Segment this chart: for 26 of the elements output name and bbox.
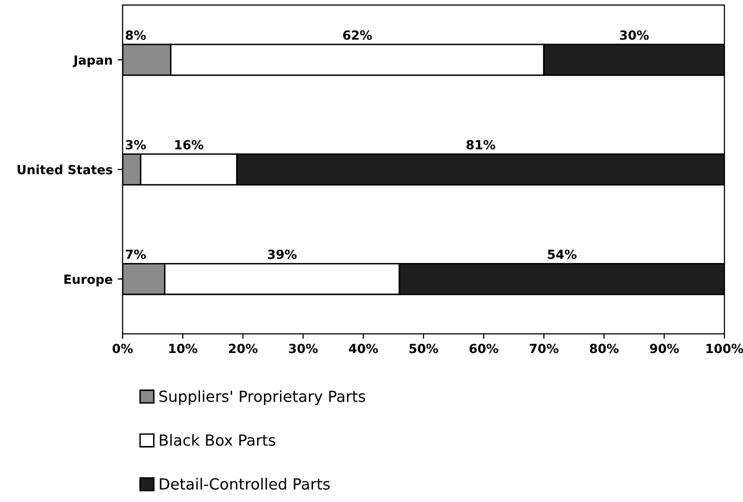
x-tick-label: 90%	[650, 344, 679, 354]
x-tick-label: 10%	[169, 344, 198, 354]
x-tick-label: 100%	[706, 344, 743, 354]
data-label: 3%	[126, 140, 146, 150]
x-tick-label: 0%	[112, 344, 133, 354]
x-tick-label: 30%	[289, 344, 318, 354]
x-tick-label: 80%	[590, 344, 619, 354]
data-label: 30%	[620, 30, 649, 40]
data-label: 16%	[175, 140, 204, 150]
data-label: 7%	[126, 250, 146, 260]
legend-label: Detail-Controlled Parts	[160, 478, 330, 490]
data-label: 62%	[343, 30, 372, 40]
data-label: 8%	[126, 30, 146, 40]
x-tick-label: 70%	[530, 344, 558, 354]
x-tick-label: 60%	[470, 344, 498, 354]
data-label: 39%	[268, 250, 297, 260]
y-tick-label: Japan	[72, 55, 112, 68]
y-tick-label: United States	[18, 164, 112, 174]
x-tick-label: 50%	[410, 344, 438, 354]
legend-label: Suppliers' Proprietary Parts	[159, 390, 366, 406]
data-label: 54%	[548, 250, 576, 260]
x-tick-label: 40%	[348, 344, 378, 354]
legend-label: Black Box Parts	[160, 434, 276, 446]
data-label: 81%	[466, 140, 496, 150]
x-tick-label: 20%	[228, 344, 258, 354]
y-tick-label: Europe	[64, 274, 112, 286]
